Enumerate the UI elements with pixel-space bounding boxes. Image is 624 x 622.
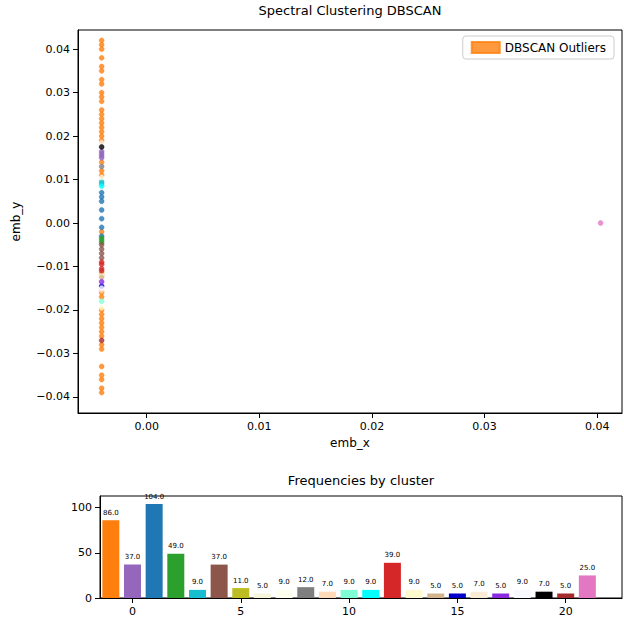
svg-text:9.0: 9.0 [192, 578, 203, 586]
svg-text:0: 0 [129, 605, 136, 618]
svg-text:0.04: 0.04 [585, 420, 610, 433]
svg-text:9.0: 9.0 [344, 578, 355, 586]
svg-text:5.0: 5.0 [257, 582, 268, 590]
svg-text:10: 10 [342, 605, 356, 618]
svg-text:11.0: 11.0 [233, 577, 249, 585]
svg-text:−0.02: −0.02 [36, 303, 70, 316]
svg-text:86.0: 86.0 [103, 509, 119, 517]
svg-text:100: 100 [71, 501, 92, 514]
svg-text:7.0: 7.0 [322, 580, 333, 588]
svg-text:7.0: 7.0 [538, 580, 549, 588]
svg-text:DBSCAN Outliers: DBSCAN Outliers [505, 41, 606, 55]
svg-text:12.0: 12.0 [298, 576, 314, 584]
svg-text:0.00: 0.00 [134, 420, 159, 433]
svg-text:5.0: 5.0 [495, 582, 506, 590]
svg-text:−0.04: −0.04 [36, 390, 70, 403]
svg-text:50: 50 [78, 546, 92, 559]
svg-text:emb_y: emb_y [9, 202, 23, 242]
svg-text:7.0: 7.0 [473, 580, 484, 588]
svg-text:39.0: 39.0 [385, 551, 401, 559]
svg-text:5: 5 [237, 605, 244, 618]
svg-text:Spectral Clustering DBSCAN: Spectral Clustering DBSCAN [259, 3, 442, 18]
svg-text:5.0: 5.0 [430, 582, 441, 590]
svg-text:37.0: 37.0 [125, 553, 141, 561]
svg-text:0.01: 0.01 [247, 420, 272, 433]
svg-text:5.0: 5.0 [560, 582, 571, 590]
svg-text:104.0: 104.0 [144, 493, 164, 501]
svg-text:−0.01: −0.01 [36, 260, 70, 273]
svg-text:emb_x: emb_x [330, 436, 370, 450]
svg-text:Frequencies by cluster: Frequencies by cluster [288, 473, 435, 488]
svg-text:20: 20 [559, 605, 573, 618]
svg-text:0.01: 0.01 [46, 173, 71, 186]
svg-text:0.03: 0.03 [46, 86, 71, 99]
svg-text:0.03: 0.03 [472, 420, 497, 433]
svg-text:5.0: 5.0 [452, 582, 463, 590]
svg-text:9.0: 9.0 [279, 578, 290, 586]
svg-text:25.0: 25.0 [580, 564, 596, 572]
svg-text:37.0: 37.0 [211, 553, 227, 561]
svg-text:9.0: 9.0 [408, 578, 419, 586]
svg-text:0.00: 0.00 [46, 217, 71, 230]
svg-text:15: 15 [450, 605, 464, 618]
svg-text:0: 0 [85, 592, 92, 605]
svg-text:9.0: 9.0 [517, 578, 528, 586]
svg-text:0.04: 0.04 [46, 43, 71, 56]
svg-text:0.02: 0.02 [360, 420, 385, 433]
svg-text:49.0: 49.0 [168, 542, 184, 550]
svg-text:9.0: 9.0 [365, 578, 376, 586]
svg-text:0.02: 0.02 [46, 130, 71, 143]
svg-text:−0.03: −0.03 [36, 347, 70, 360]
